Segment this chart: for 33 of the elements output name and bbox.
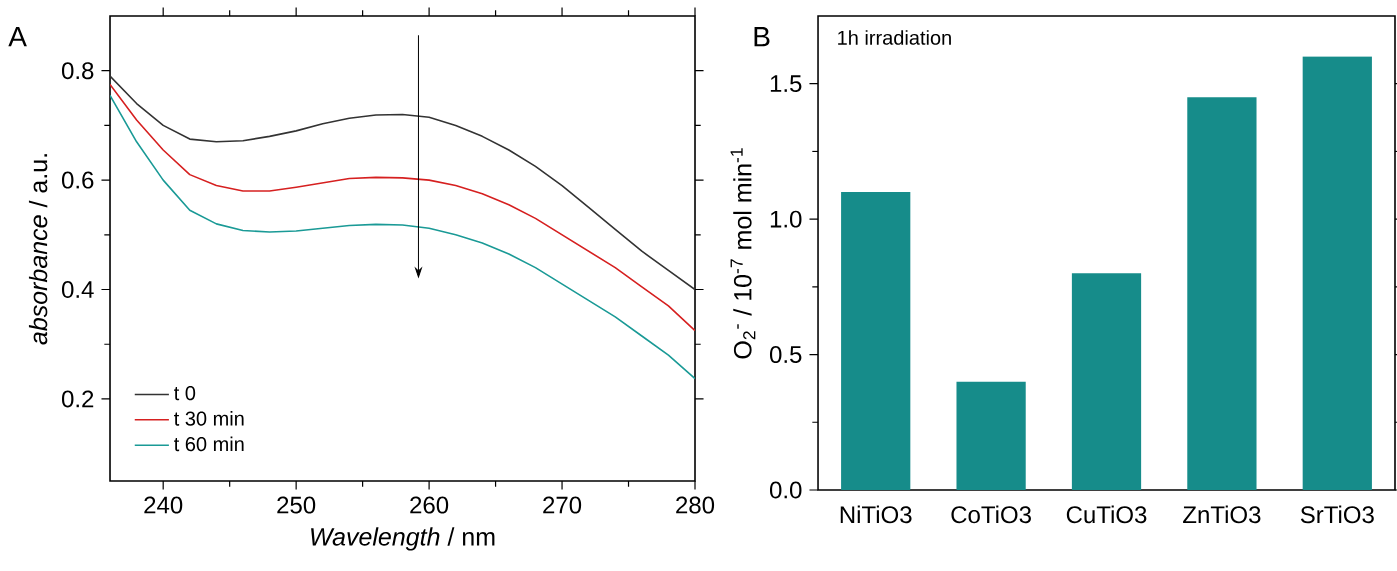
x-tick-label: 250	[277, 496, 316, 514]
x-tick-label: 260	[410, 496, 449, 514]
chart-title: B	[754, 27, 770, 47]
y-tick-label: 0.6	[61, 171, 94, 189]
y-tick-label: 1.5	[770, 75, 802, 93]
x-tick-label: 280	[676, 496, 715, 514]
x-tick-label: NiTiO3	[840, 505, 912, 524]
x-axis-title: Wavelength / nm	[311, 527, 495, 551]
y-tick-label: 0.2	[61, 390, 94, 408]
bar	[1071, 273, 1142, 490]
legend-label: t 0	[174, 386, 196, 401]
y-tick-label: 0.5	[769, 346, 802, 364]
x-tick-label: SrTiO3	[1300, 505, 1374, 524]
x-tick-label: ZnTiO3	[1183, 505, 1261, 524]
bar	[956, 381, 1026, 490]
x-tick-label: 270	[543, 496, 582, 514]
legend-label: t 60 min	[174, 436, 244, 452]
x-tick-label: CoTiO3	[951, 505, 1031, 524]
y-tick-label: 0.8	[61, 62, 94, 80]
bar	[841, 192, 911, 490]
x-tick-label: 240	[144, 496, 183, 514]
y-tick-label: 1.0	[770, 210, 802, 228]
y-tick-label: 0.4	[61, 281, 94, 298]
y-axis-title: O$_{2}$$^{-}$ / 10$^{-7}$ mol min$^{-1}$	[730, 148, 756, 359]
chart-title: A	[8, 27, 27, 47]
y-tick-label: 0.0	[769, 481, 802, 499]
annotation: 1h irradiation	[838, 30, 951, 45]
bar	[1187, 97, 1257, 490]
y-axis-title: absorbance / a.u.	[28, 154, 48, 345]
bar	[1302, 56, 1372, 490]
line-series	[110, 75, 695, 291]
x-tick-label: CuTiO3	[1066, 505, 1147, 524]
legend-label: t 30 min	[174, 411, 244, 426]
